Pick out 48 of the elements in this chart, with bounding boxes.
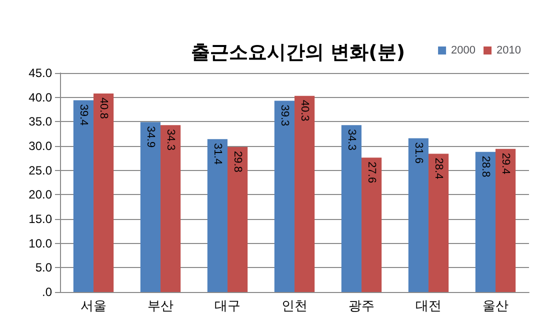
- data-label: 29.4: [500, 152, 512, 174]
- bar: [496, 148, 516, 292]
- bar: [362, 158, 382, 292]
- bar: [140, 122, 160, 292]
- legend-label: 2000: [451, 44, 476, 56]
- x-tick-label: 서울: [80, 299, 106, 314]
- y-tick-label: 10.0: [28, 236, 52, 250]
- x-tick-label: 울산: [482, 299, 508, 314]
- data-label: 34.3: [345, 129, 358, 150]
- x-tick-label: 인천: [282, 299, 308, 314]
- data-label: 40.8: [98, 97, 110, 119]
- x-tick-label: 광주: [348, 299, 374, 314]
- bar: [274, 100, 294, 292]
- data-label: 29.8: [232, 150, 244, 172]
- bar: [73, 100, 94, 292]
- y-tick-label: 45.0: [28, 66, 52, 80]
- bar: [294, 96, 315, 292]
- bar: [228, 146, 248, 292]
- y-tick-label: 20.0: [28, 188, 52, 202]
- bar: [94, 93, 114, 292]
- bar: [341, 125, 362, 292]
- y-tick-label: 25.0: [28, 163, 52, 178]
- x-tick-label: 부산: [148, 299, 174, 314]
- data-label: 34.9: [144, 126, 156, 148]
- data-label: 28.4: [432, 158, 445, 180]
- data-label: 39.3: [278, 104, 290, 126]
- bar: [408, 138, 428, 292]
- data-label: 39.4: [77, 104, 90, 126]
- data-label: 31.6: [412, 142, 424, 164]
- data-label: 28.8: [479, 156, 492, 178]
- y-tick-label: 40.0: [28, 90, 52, 104]
- data-label: 40.3: [298, 100, 311, 122]
- data-label: 31.4: [211, 143, 224, 165]
- data-label: 34.3: [164, 129, 177, 150]
- bar: [475, 152, 496, 292]
- x-tick-label: 대전: [416, 299, 442, 314]
- bar: [160, 125, 181, 292]
- y-tick-label: .0: [42, 285, 52, 299]
- bar: [428, 154, 449, 292]
- bar: [207, 139, 228, 292]
- y-tick-label: 15.0: [28, 212, 52, 226]
- y-tick-label: 5.0: [35, 260, 52, 275]
- y-tick-label: 30.0: [28, 139, 52, 153]
- y-tick-label: 35.0: [28, 114, 52, 129]
- chart-title: 출근소요시간의 변화(분): [191, 42, 405, 64]
- legend-label: 2010: [496, 44, 522, 56]
- x-tick-label: 대구: [214, 299, 240, 314]
- data-label: 27.6: [366, 162, 378, 184]
